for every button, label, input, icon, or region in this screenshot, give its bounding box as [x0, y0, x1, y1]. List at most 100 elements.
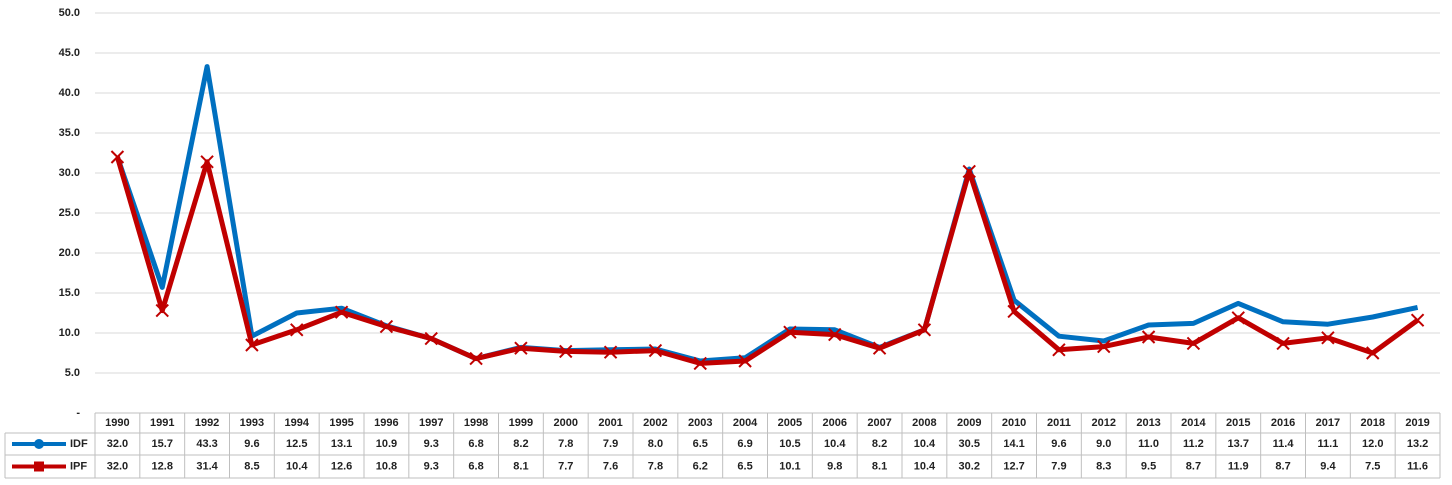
table-value: 10.4: [914, 438, 936, 450]
x-tick-label: 2009: [957, 417, 981, 429]
table-value: 10.1: [779, 460, 800, 472]
point-marker: [469, 351, 483, 366]
x-tick-label: 2005: [778, 417, 802, 429]
y-tick-label: -: [76, 407, 80, 419]
table-value: 9.8: [827, 460, 842, 472]
table-value: 32.0: [107, 438, 128, 450]
table-value: 7.9: [603, 438, 618, 450]
table-value: 12.5: [286, 438, 307, 450]
table-value: 9.3: [424, 438, 439, 450]
table-value: 11.9: [1228, 460, 1249, 472]
x-tick-label: 2010: [1002, 417, 1026, 429]
y-tick-label: 35.0: [59, 127, 80, 139]
table-value: 11.6: [1407, 460, 1428, 472]
x-tick-label: 1990: [105, 417, 129, 429]
point-marker: [1231, 311, 1245, 325]
y-tick-label: 30.0: [59, 167, 80, 179]
y-tick-label: 20.0: [59, 247, 80, 259]
point-marker: [1097, 339, 1111, 354]
y-tick-label: 15.0: [59, 287, 80, 299]
table-value: 8.2: [872, 438, 887, 450]
x-tick-label: 1999: [509, 417, 533, 429]
table-value: 12.8: [152, 460, 173, 472]
x-tick-label: 2011: [1047, 417, 1071, 429]
table-value: 9.6: [1051, 438, 1066, 450]
point-marker: [1186, 336, 1201, 351]
table-value: 10.8: [376, 460, 397, 472]
table-value: 6.2: [693, 460, 708, 472]
point-marker: [290, 323, 304, 337]
table-value: 6.8: [468, 438, 483, 450]
point-marker: [783, 325, 797, 339]
x-tick-label: 2015: [1226, 417, 1250, 429]
legend-label: IDF: [70, 438, 88, 450]
x-tick-label: 1993: [240, 417, 264, 429]
table-value: 14.1: [1003, 438, 1024, 450]
table-value: 13.1: [331, 438, 352, 450]
point-marker: [1141, 330, 1156, 344]
table-value: 10.4: [914, 460, 936, 472]
x-tick-label: 2012: [1092, 417, 1116, 429]
table-value: 10.9: [376, 438, 397, 450]
point-marker: [1052, 343, 1066, 357]
point-marker: [1007, 304, 1021, 319]
table-value: 8.7: [1186, 460, 1201, 472]
x-tick-label: 2006: [823, 417, 847, 429]
point-marker: [110, 150, 125, 164]
x-tick-label: 2014: [1181, 417, 1206, 429]
table-value: 6.5: [737, 460, 752, 472]
table-value: 7.9: [1051, 460, 1066, 472]
x-tick-label: 1996: [374, 417, 398, 429]
table-value: 9.5: [1141, 460, 1156, 472]
point-marker: [917, 323, 932, 337]
x-tick-label: 2003: [688, 417, 712, 429]
point-marker: [603, 345, 618, 359]
table-value: 8.1: [872, 460, 887, 472]
table-value: 10.5: [779, 438, 800, 450]
table-value: 9.4: [1320, 460, 1336, 472]
table-value: 8.1: [513, 460, 528, 472]
table-value: 9.3: [424, 460, 439, 472]
x-tick-label: 1992: [195, 417, 219, 429]
x-tick-label: 1994: [285, 417, 310, 429]
table-value: 11.0: [1138, 438, 1159, 450]
point-marker: [693, 356, 707, 371]
table-value: 10.4: [824, 438, 846, 450]
table-value: 15.7: [152, 438, 173, 450]
legend-marker: [34, 439, 44, 449]
y-tick-label: 40.0: [59, 87, 80, 99]
point-marker: [514, 341, 528, 355]
point-marker: [648, 343, 663, 358]
x-tick-label: 2013: [1136, 417, 1160, 429]
point-marker: [379, 319, 394, 334]
x-tick-label: 2007: [867, 417, 891, 429]
series-line: [115, 156, 1420, 366]
x-tick-label: 1997: [419, 417, 443, 429]
y-tick-label: 25.0: [59, 207, 80, 219]
table-value: 30.2: [959, 460, 980, 472]
table-value: 43.3: [196, 438, 217, 450]
table-value: 8.2: [513, 438, 528, 450]
table-value: 31.4: [196, 460, 218, 472]
table-value: 12.6: [331, 460, 352, 472]
point-marker: [962, 164, 976, 179]
series-line: [115, 64, 1419, 364]
table-value: 6.9: [737, 438, 752, 450]
point-marker: [1410, 313, 1425, 327]
table-value: 8.0: [648, 438, 663, 450]
table-value: 6.8: [468, 460, 483, 472]
x-tick-label: 1998: [464, 417, 488, 429]
point-marker: [200, 155, 214, 169]
point-marker: [559, 344, 573, 359]
point-marker: [1366, 346, 1380, 360]
x-tick-label: 2019: [1405, 417, 1429, 429]
x-tick-label: 2018: [1361, 417, 1385, 429]
table-value: 13.2: [1407, 438, 1428, 450]
table-value: 11.2: [1183, 438, 1204, 450]
table-value: 7.8: [648, 460, 663, 472]
table-value: 13.7: [1228, 438, 1249, 450]
y-tick-label: 50.0: [59, 7, 80, 19]
table-value: 8.3: [1096, 460, 1111, 472]
table-value: 11.4: [1273, 438, 1295, 450]
point-marker: [334, 305, 349, 319]
